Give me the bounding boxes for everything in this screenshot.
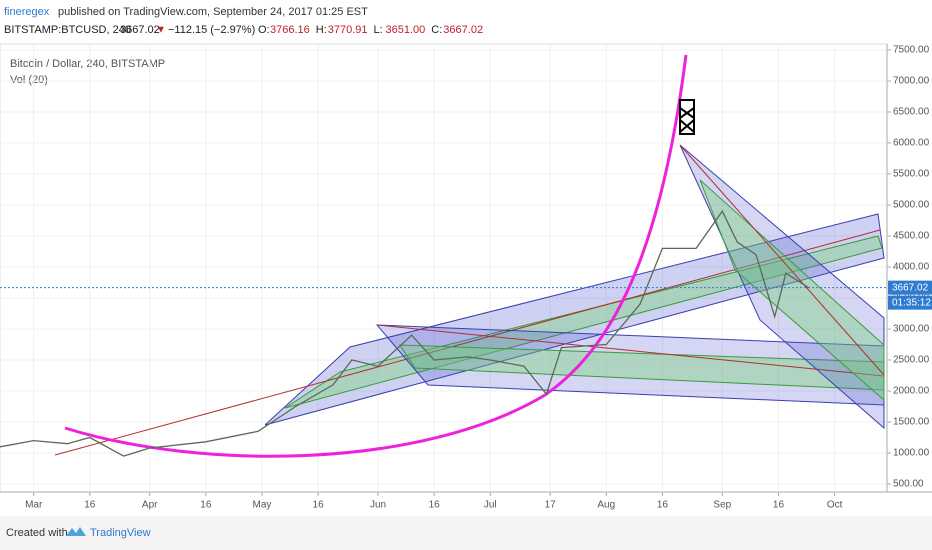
ohlc-label: O: bbox=[258, 24, 270, 36]
publisher[interactable]: fineregex bbox=[4, 6, 50, 18]
y-tick-label: 1000.00 bbox=[893, 448, 930, 459]
x-tick-label: 16 bbox=[200, 500, 212, 511]
footer: Created with bbox=[6, 527, 68, 539]
indicator: Vol (20) bbox=[10, 74, 48, 86]
last-price: 3667.02 bbox=[120, 24, 160, 36]
drawings bbox=[54, 54, 885, 458]
ohlc-value: 3667.02 bbox=[443, 24, 483, 36]
x-tick-label: Aug bbox=[597, 500, 615, 511]
grid: 500.00 1000.00 1500.00 2000.00 2500.00 3000.0… bbox=[0, 44, 930, 511]
rising-inner bbox=[284, 235, 883, 409]
parabola bbox=[64, 54, 688, 458]
y-tick-label: 6000.00 bbox=[893, 138, 930, 149]
change: −112.15 (−2.97%) bbox=[168, 24, 255, 36]
logo bbox=[66, 527, 86, 536]
y-tick-label: 5000.00 bbox=[893, 200, 930, 211]
symbol: BITSTAMP:BTCUSD, 240 bbox=[4, 24, 131, 36]
price-line bbox=[0, 209, 809, 457]
x-tick-label: May bbox=[253, 500, 272, 511]
price-box bbox=[888, 280, 932, 295]
y-tick-label: 4500.00 bbox=[893, 231, 930, 242]
y-tick-label: 3000.00 bbox=[893, 324, 930, 335]
flag-pattern bbox=[679, 107, 695, 133]
countdown-box bbox=[888, 295, 932, 310]
ohlc: O: 3766.16 H: 3770.91 L: 3651.00 C: 3667.02 bbox=[258, 24, 483, 36]
price-label: 3667.02 bbox=[892, 282, 929, 293]
y-tick-label: 7500.00 bbox=[893, 45, 930, 56]
x-tick-label: 16 bbox=[773, 500, 785, 511]
x-tick-label: Oct bbox=[827, 500, 843, 511]
x-tick-label: Jul bbox=[484, 500, 497, 511]
y-tick-label: 6500.00 bbox=[893, 107, 930, 118]
ohlc-value: 3766.16 bbox=[270, 24, 310, 36]
published: published on TradingView.com, September … bbox=[58, 6, 368, 18]
x-tick-label: 16 bbox=[313, 500, 325, 511]
x-tick-label: Sep bbox=[713, 500, 731, 511]
y-tick-label: 5500.00 bbox=[893, 169, 930, 180]
marks bbox=[0, 209, 809, 457]
ohlc-value: 3651.00 bbox=[386, 24, 426, 36]
y-tick-label: 4000.00 bbox=[893, 262, 930, 273]
brand[interactable]: TradingView bbox=[90, 527, 151, 539]
y-tick-label: 500.00 bbox=[893, 479, 924, 490]
footer-bar bbox=[0, 516, 932, 550]
x-tick-label: 17 bbox=[545, 500, 557, 511]
x-tick-label: 16 bbox=[429, 500, 441, 511]
x-tick-label: Mar bbox=[25, 500, 43, 511]
rising-median bbox=[54, 229, 881, 456]
ohlc-label: L: bbox=[374, 24, 383, 36]
ohlc-label: H: bbox=[316, 24, 327, 36]
chart-title: Bitcoin / Dollar, 240, BITSTAMP bbox=[10, 58, 165, 70]
ohlc-label: C: bbox=[431, 24, 442, 36]
x-tick-label: 16 bbox=[657, 500, 669, 511]
down-arrow: ▼ bbox=[156, 25, 166, 36]
falling-median bbox=[679, 144, 885, 376]
x-tick-label: 16 bbox=[84, 500, 96, 511]
x-tick-label: Apr bbox=[142, 500, 158, 511]
y-tick-label: 2500.00 bbox=[893, 355, 930, 366]
y-tick-label: 7000.00 bbox=[893, 76, 930, 87]
y-tick-label: 2000.00 bbox=[893, 386, 930, 397]
countdown: 01:35:12 bbox=[892, 297, 931, 308]
ohlc-value: 3770.91 bbox=[328, 24, 368, 36]
x-tick-label: Jun bbox=[370, 500, 386, 511]
y-tick-label: 1500.00 bbox=[893, 417, 930, 428]
flat-median bbox=[376, 324, 885, 377]
falling-inner bbox=[699, 179, 885, 402]
